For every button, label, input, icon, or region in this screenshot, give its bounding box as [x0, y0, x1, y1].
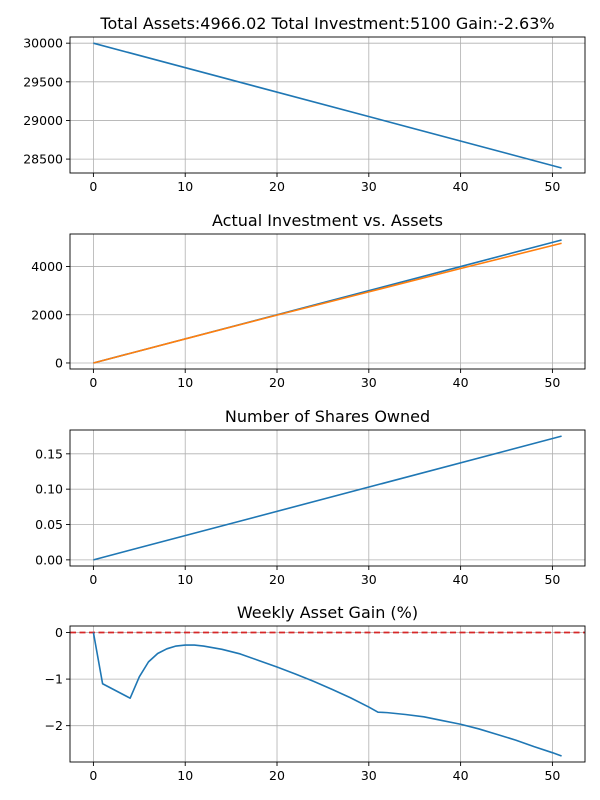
y-tick-label: 29500 — [23, 74, 63, 89]
y-tick-label: 0.15 — [35, 446, 63, 461]
y-tick-label: −1 — [45, 672, 63, 687]
chart-shares-owned: Number of Shares Owned 0 10 20 30 40 50 0.00 0.0… — [35, 407, 586, 587]
x-tick-label: 40 — [453, 572, 469, 587]
x-tick-label: 0 — [89, 375, 97, 390]
y-tick-label: 0.05 — [35, 517, 63, 532]
x-tick-label: 50 — [544, 768, 560, 783]
chart-total-assets: Total Assets:4966.02 Total Investment:51… — [23, 14, 586, 194]
x-tick-label: 0 — [89, 179, 97, 194]
chart-title: Total Assets:4966.02 Total Investment:51… — [99, 14, 554, 33]
x-tick-label: 10 — [177, 572, 193, 587]
x-tick-label: 50 — [544, 572, 560, 587]
y-tick-label: 2000 — [31, 307, 63, 322]
x-tick-label: 10 — [177, 768, 193, 783]
y-tick-label: 29000 — [23, 113, 63, 128]
y-tick-label: 30000 — [23, 36, 63, 51]
chart-investment-vs-assets: Actual Investment vs. Assets 0 10 20 30 40 50 0… — [31, 211, 586, 390]
axes-frame — [69, 625, 586, 763]
x-tick-label: 50 — [544, 375, 560, 390]
y-tick-label: 0 — [55, 625, 63, 640]
chart-title: Weekly Asset Gain (%) — [237, 603, 418, 622]
x-tick-label: 30 — [361, 179, 377, 194]
x-tick-label: 30 — [361, 375, 377, 390]
y-tick-label: 0.00 — [35, 552, 63, 567]
x-tick-label: 20 — [269, 179, 285, 194]
x-tick-label: 40 — [453, 179, 469, 194]
x-tick-label: 20 — [269, 768, 285, 783]
chart-title: Number of Shares Owned — [225, 407, 430, 426]
x-tick-label: 20 — [269, 572, 285, 587]
axes-frame — [69, 36, 586, 174]
x-tick-label: 40 — [453, 375, 469, 390]
y-tick-label: 0.10 — [35, 482, 63, 497]
x-tick-label: 10 — [177, 179, 193, 194]
y-tick-label: 28500 — [23, 152, 63, 167]
x-tick-label: 30 — [361, 768, 377, 783]
x-tick-label: 10 — [177, 375, 193, 390]
axes-frame — [69, 429, 586, 567]
chart-weekly-asset-gain: Weekly Asset Gain (%) 0 10 20 30 40 50 0 −1 −2 — [45, 603, 586, 783]
x-tick-label: 50 — [544, 179, 560, 194]
series-line-1 — [93, 242, 562, 364]
y-tick-label: 0 — [55, 355, 63, 370]
series-line-0 — [92, 632, 562, 757]
chart-title: Actual Investment vs. Assets — [212, 211, 443, 230]
x-tick-label: 0 — [89, 572, 97, 587]
x-tick-label: 20 — [269, 375, 285, 390]
x-tick-label: 30 — [361, 572, 377, 587]
x-tick-label: 40 — [453, 768, 469, 783]
series-line-0 — [93, 435, 562, 561]
series-line-0 — [93, 42, 562, 169]
axes-frame — [69, 233, 586, 370]
x-tick-label: 0 — [89, 768, 97, 783]
y-tick-label: 4000 — [31, 259, 63, 274]
y-tick-label: −2 — [45, 718, 63, 733]
